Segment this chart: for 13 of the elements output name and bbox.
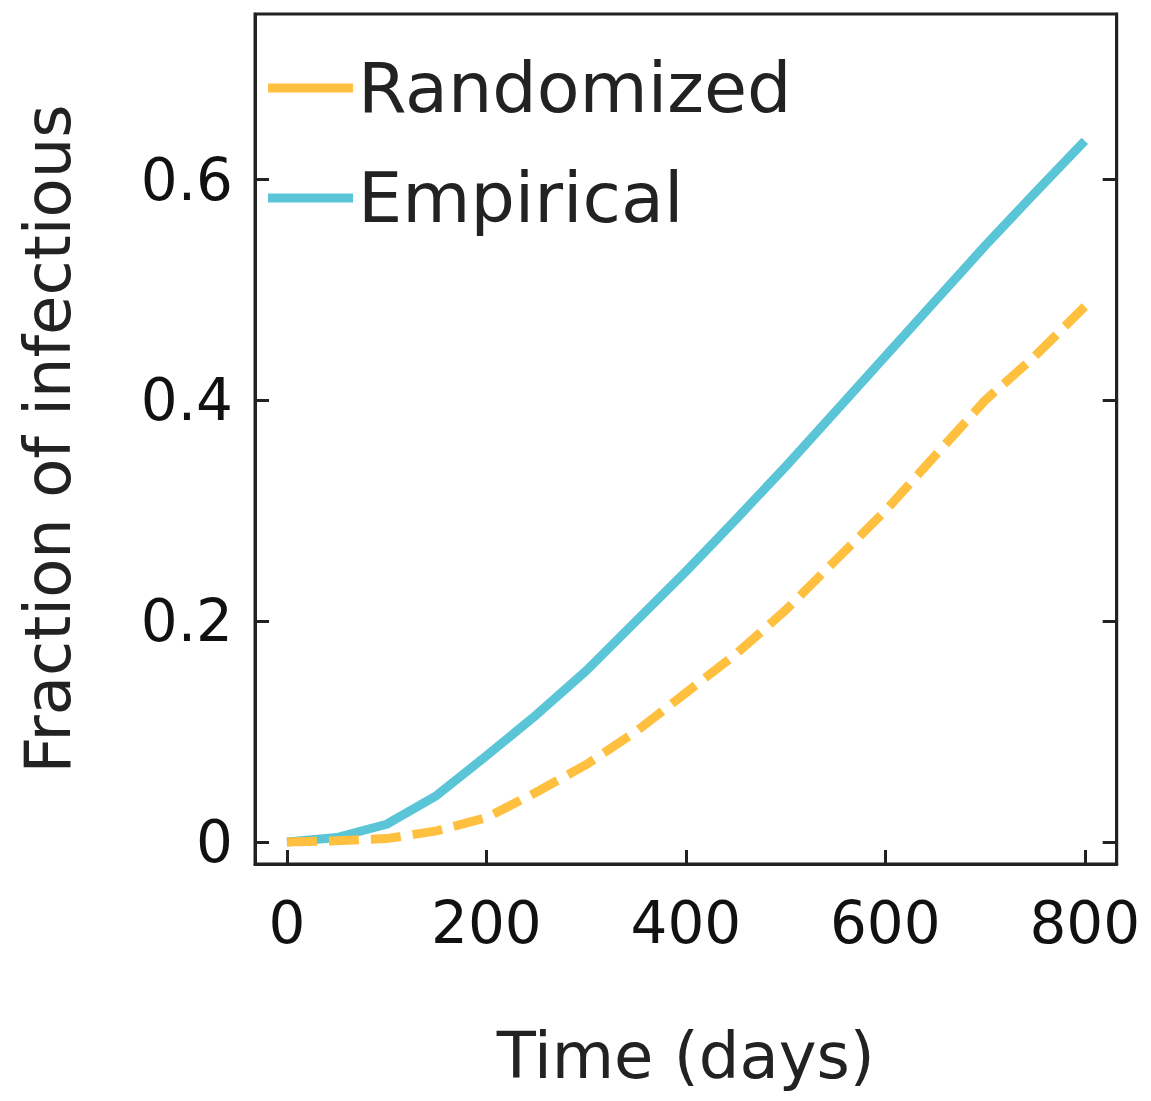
x-tick-label: 600 (829, 889, 941, 957)
x-tick-label: 800 (1029, 889, 1141, 957)
y-tick-label: 0.6 (140, 145, 233, 214)
y-tick-label: 0 (196, 807, 233, 876)
y-tick-label: 0.2 (140, 587, 233, 656)
x-axis-title: Time (days) (495, 1019, 875, 1093)
y-axis-title: Fraction of infectious (11, 104, 85, 774)
y-tick-label: 0.4 (140, 366, 233, 435)
legend-label: Randomized (358, 47, 792, 129)
x-tick-label: 200 (431, 889, 542, 957)
x-tick-label: 0 (268, 889, 306, 957)
x-tick-label: 400 (630, 889, 742, 957)
legend-label: Empirical (358, 157, 684, 239)
